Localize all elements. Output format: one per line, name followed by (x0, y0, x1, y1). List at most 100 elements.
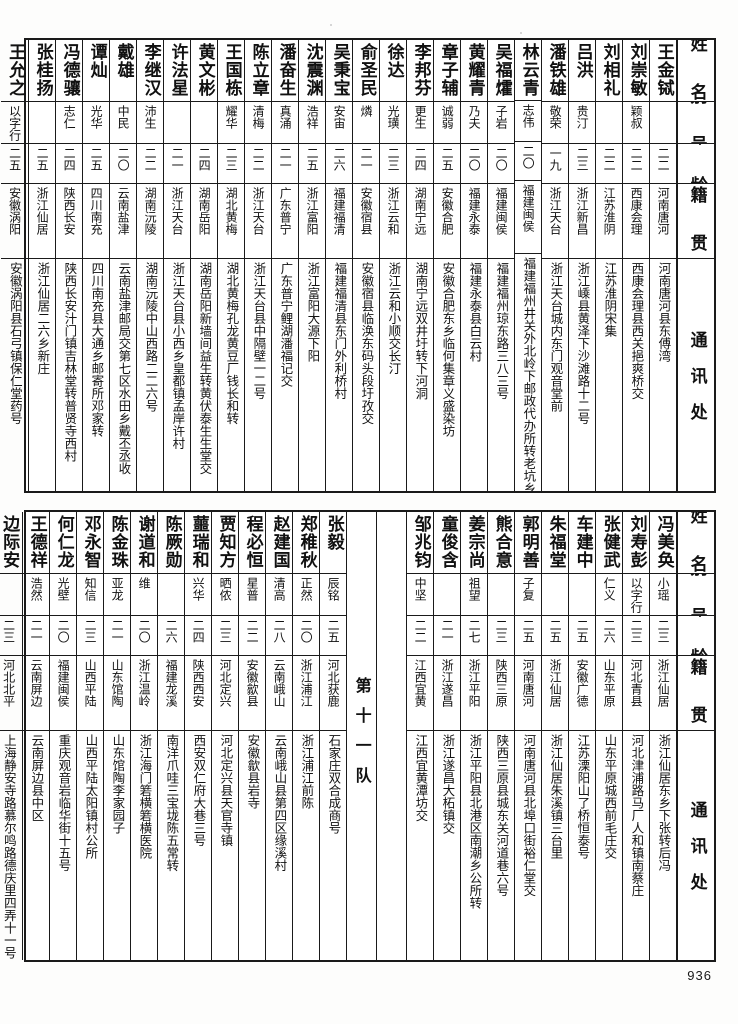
person-alias-cell: 燐 (353, 102, 379, 144)
person-column[interactable]: 吴福㸌 子岩 二〇 福建闽侯 福建福州琼东路三八三号 (487, 40, 514, 491)
person-alias-cell: 敬荣 (542, 102, 568, 144)
person-column[interactable]: 冯德骧 志仁 二四 陕西长安 陕西长安汁门镇吉林堂转普贤寺西村 (55, 40, 82, 491)
person-name: 何仁龙 (53, 515, 74, 569)
person-column[interactable]: 朱福堂 二五 浙江仙居 浙江仙居朱溪镇三台里 (541, 512, 568, 960)
person-column[interactable]: 郭明善 子复 二五 河南唐河 河南唐河县北埠口街裕仁堂交 (514, 512, 541, 960)
row-header-name: 姓 名 (678, 512, 714, 574)
person-name: 刘崇敏 (626, 43, 647, 97)
person-column[interactable]: 王金铽 二二 河南唐河 河南唐河县东傅湾 (649, 40, 676, 491)
person-name-cell: 张健武 (596, 512, 622, 574)
person-column[interactable]: 陈金珠 亚龙 二一 山东馆陶 山东馆陶李家园子 (103, 512, 130, 960)
person-column[interactable]: 潘奋生 真涌 二一 广东普宁 广东普宁鲤湖潘福记交 (271, 40, 298, 491)
person-column[interactable]: 林云青 志伟 二〇 福建闽侯 福建福州井关外北岭下邮政代办所转老坑乡 (514, 40, 541, 491)
person-name: 俞圣民 (356, 43, 377, 97)
person-address: 云南屏边县中区 (29, 734, 45, 822)
person-name: 王德祥 (26, 515, 47, 569)
person-column[interactable]: 邓永智 知信 二三 山西平陆 山西平陆太阳镇村公所 (76, 512, 103, 960)
person-alias-cell: 颖叔 (623, 102, 649, 144)
person-column[interactable]: 刘相礼 二二 江苏淮阴 江苏淮阴宋集 (595, 40, 622, 491)
person-native-place: 河南唐河 (656, 187, 671, 235)
person-name-cell: 边际安 (0, 512, 22, 574)
person-address: 河北定兴县天官寺镇 (218, 734, 234, 847)
person-column[interactable]: 戴雄 中民 二〇 云南盐津 云南盐津邮局交第七区水田乡戴丕丞收 (109, 40, 136, 491)
person-column[interactable]: 冯美奂 小瑶 二三 浙江仙居 浙江仙居东乡下张转后冯 (649, 512, 676, 960)
person-column[interactable]: 俞圣民燐二一 安徽宿县 安徽宿县临涣东码头段圩孜交 (352, 40, 379, 491)
person-column[interactable]: 李继汉 沛生 二二 湖南沅陵 湖南沅陵中山西路二二六号 (136, 40, 163, 491)
person-column[interactable]: 黄文彬 二四 湖南岳阳 湖南岳阳新墙间益生转黄伏泰生生堂交 (190, 40, 217, 491)
person-age: 二二 (602, 147, 617, 171)
person-column[interactable]: 潘铁雄 敬荣 一九 浙江天台 浙江天台城内东门观音堂前 (541, 40, 568, 491)
person-native-place-cell: 浙江仙居 (29, 184, 55, 259)
person-column[interactable]: 沈震渊 浩祥 二五 浙江富阳 浙江富阳大源下阳 (298, 40, 325, 491)
person-address-cell: 上海静安寺路慕尔鸣路德庆里四弄十一号 (0, 731, 22, 960)
person-column[interactable]: 章子辅 诚弱 二五 安徽合肥 安徽合肥东乡临何集章义盛染坊 (433, 40, 460, 491)
person-age: 二五 (521, 619, 536, 643)
person-address-cell: 安徽合肥东乡临何集章义盛染坊 (434, 259, 460, 491)
person-native-place-cell: 福建闽侯 (515, 181, 541, 255)
person-column[interactable]: 赵建国 清高 二八 云南峨山 云南峨山县第四区缘溪村 (265, 512, 292, 960)
person-age: 二四 (413, 147, 428, 171)
person-column[interactable]: 刘寿彭 以字行 二三 河北青县 河北津浦路马厂人和镇南蔡庄 (622, 512, 649, 960)
person-name-cell: 林云青 (515, 40, 541, 101)
person-column[interactable]: 谢道和维二〇 浙江温岭 浙江海门箬横箬横医院 (130, 512, 157, 960)
row-header-age: 年 龄 (678, 144, 714, 184)
person-age-cell: 二四 (407, 144, 433, 184)
person-native-place: 河北定兴 (218, 659, 233, 707)
person-name-cell: 贾知方 (212, 512, 238, 574)
person-native-place-cell: 山东平原 (596, 656, 622, 731)
row-header-native-text: 籍 贯 (686, 185, 707, 258)
person-column[interactable]: 边际安 二三 河北北平 上海静安寺路慕尔鸣路德庆里四弄十一号 (0, 512, 22, 960)
person-age: 二〇 (137, 619, 152, 643)
person-name-cell: 潘奋生 (272, 40, 298, 102)
person-column[interactable]: 王国栋 耀华 二三 湖北黄梅 湖北黄梅孔龙黄豆厂钱长和转 (217, 40, 244, 491)
person-native-place: 安徽涡阳 (7, 187, 22, 235)
person-column[interactable]: 何仁龙 光壁 二〇 福建闽侯 重庆观音岩临华街十五号 (49, 512, 76, 960)
person-age-cell: 二一 (23, 616, 49, 656)
person-native-place: 福建闽侯 (56, 659, 71, 707)
person-address: 河南唐河县东傅湾 (656, 262, 672, 362)
person-column[interactable]: 王允之 以字行 二五 安徽涡阳 安徽涡阳县石弓镇保仁堂药号 (1, 40, 28, 491)
person-alias-cell: 清高 (266, 574, 292, 616)
person-column[interactable]: 陈立章 清梅 二二 浙江天台 浙江天台县中隔壁一二号 (244, 40, 271, 491)
person-native-place-cell: 云南盐津 (110, 184, 136, 259)
person-column[interactable]: 黄耀青 乃夫 二〇 福建永泰 福建永泰县白云村 (460, 40, 487, 491)
person-alias: 耀华 (224, 105, 239, 129)
person-column[interactable]: 谭灿 光华 二五 四川南充 四川南充县大通乡邮寄所邓家转 (82, 40, 109, 491)
person-column[interactable]: 姜宗尚 祖望 二七 浙江平阳 浙江平阳县北港区南潮乡公所转 (460, 512, 487, 960)
person-name-cell: 吴福㸌 (488, 40, 514, 102)
person-column[interactable]: 吕洪 贵汀 二三 浙江新昌 浙江嵊县黄泽下沙滩路十二号 (568, 40, 595, 491)
person-alias-cell: 祖望 (461, 574, 487, 616)
person-column[interactable]: 车建中 二五 安徽广德 江苏溧阳山了桥恒泰号 (568, 512, 595, 960)
person-column[interactable]: 李邦芬 更生 二四 湖南宁远 湖南宁远双井圩转下河洞 (406, 40, 433, 491)
person-alias: 真涌 (278, 105, 293, 129)
person-column[interactable]: 陈厥勋 二六 福建龙溪 南洋爪哇三宝垅陈五常转 (157, 512, 184, 960)
person-alias: 颖叔 (629, 105, 644, 129)
person-column[interactable]: 吴秉宝 安宙 二六 福建福清 福建福清县东门外利桥村 (325, 40, 352, 491)
person-column[interactable]: 王德祥 浩然 二一 云南屏边 云南屏边县中区 (22, 512, 49, 960)
person-alias-cell: 光壁 (50, 574, 76, 616)
person-column[interactable]: 熊合意 二三 陕西三原 陕西三原县城东关河道巷六号 (487, 512, 514, 960)
person-column[interactable]: 许法星 二一 浙江天台 浙江天台县小西乡皇都镇孟岸许村 (163, 40, 190, 491)
person-column[interactable]: 张健武 仁义 二六 山东平原 山东平原城西前毛庄交 (595, 512, 622, 960)
person-column[interactable]: 程必恒 星普 二二 安徽歙县 安徽歙县岩寺 (238, 512, 265, 960)
person-column[interactable]: 贾知方 晒侬 二三 河北定兴 河北定兴县天官寺镇 (211, 512, 238, 960)
person-alias-cell: 中坚 (407, 574, 433, 616)
person-column[interactable]: 徐达 光璜 二三 浙江云和 浙江云和小顺交长汀 (379, 40, 406, 491)
person-native-place: 山西平陆 (83, 659, 98, 707)
person-age: 二一 (29, 619, 44, 643)
person-alias: 小瑶 (656, 577, 671, 601)
person-name-cell: 谢道和 (131, 512, 157, 574)
person-column[interactable]: 蘁瑞和 兴华 二四 陕西西安 西安双仁府大巷三号 (184, 512, 211, 960)
person-column[interactable]: 童俊含 二一 浙江遂昌 浙江遂昌大柘镇交 (433, 512, 460, 960)
person-column[interactable]: 邹兆钧 中坚 二二 江西宜黄 江西宜黄潭坊交 (406, 512, 433, 960)
person-column[interactable]: 张毅 辰铭 二五 河北获鹿 石家庄双合成商号 (319, 512, 346, 960)
person-address-cell: 云南盐津邮局交第七区水田乡戴丕丞收 (110, 259, 136, 491)
row-header-alias-text: 别 号 (686, 102, 707, 144)
person-native-place: 福建闽侯 (521, 183, 536, 232)
person-column[interactable]: 张桂扬 二五 浙江仙居 浙江仙居二六乡新庄 (28, 40, 55, 491)
person-name: 李继汉 (140, 43, 161, 97)
person-native-place: 湖南岳阳 (197, 187, 212, 235)
person-native-place-cell: 湖南沅陵 (137, 184, 163, 259)
person-column[interactable]: 刘崇敏 颖叔 二二 西康会理 西康会理县西关挹爽桥交 (622, 40, 649, 491)
person-column[interactable]: 郑稚秋 正然 二〇 浙江浦江 浙江浦江前陈 (292, 512, 319, 960)
